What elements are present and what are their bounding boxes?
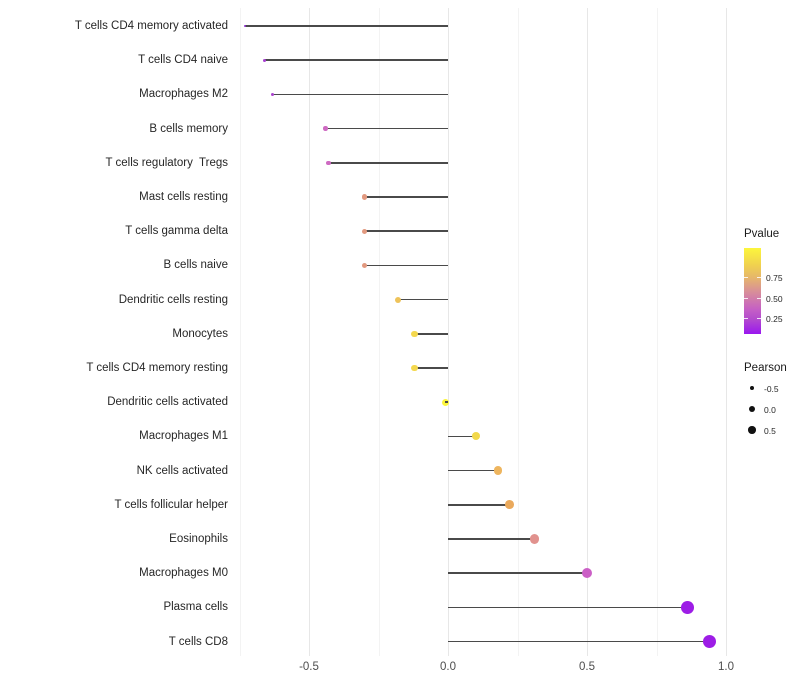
lollipop-stem — [448, 640, 710, 643]
lollipop-dot — [581, 567, 593, 579]
lollipop-dot — [361, 228, 368, 234]
lollipop-stem — [264, 59, 448, 61]
lollipop-dot — [702, 634, 716, 649]
colorbar-tick — [744, 298, 748, 299]
x-axis-tick-label: 1.0 — [718, 661, 734, 673]
lollipop-stem — [364, 230, 448, 232]
pvalue-legend-title: Pvalue — [744, 228, 780, 240]
colorbar-tick-label: 0.25 — [766, 314, 783, 324]
lollipop-dot — [471, 432, 480, 441]
lollipop-dot — [361, 194, 368, 200]
gridline-major — [309, 8, 310, 656]
lollipop-dot — [326, 160, 331, 166]
lollipop-dot — [411, 330, 418, 338]
y-axis-label: T cells follicular helper — [114, 498, 228, 511]
lollipop-dot — [361, 262, 368, 269]
colorbar-tick — [744, 318, 748, 319]
y-axis-label: Macrophages M1 — [139, 430, 228, 443]
lollipop-stem — [448, 469, 499, 472]
lollipop-stem — [272, 93, 448, 96]
x-axis-tick-label: -0.5 — [299, 661, 319, 673]
lollipop-dot — [271, 92, 275, 96]
lollipop-stem — [448, 606, 688, 609]
lollipop-stem — [448, 572, 587, 574]
lollipop-dot — [411, 364, 418, 372]
gridline-minor — [239, 8, 241, 656]
gridline-major — [587, 8, 588, 656]
y-axis-label: NK cells activated — [136, 464, 228, 477]
lollipop-stem — [448, 538, 535, 540]
colorbar-tick-label: 0.50 — [766, 294, 783, 304]
gridline-major — [726, 8, 727, 656]
lollipop-stem — [397, 298, 448, 301]
gridline-minor — [656, 8, 658, 656]
lollipop-dot — [680, 600, 694, 614]
y-axis-label: T cells CD8 — [168, 635, 228, 648]
lollipop-dot — [504, 500, 514, 510]
lollipop-stem — [245, 25, 448, 27]
gridline-minor — [378, 8, 380, 656]
lollipop-stem — [364, 264, 448, 267]
colorbar-tick-label: 0.75 — [766, 273, 783, 283]
size-legend-dot — [748, 426, 756, 434]
y-axis-label: T cells regulatory Tregs — [105, 156, 228, 169]
lollipop-dot — [441, 398, 449, 406]
y-axis-label: B cells memory — [149, 122, 228, 135]
y-axis-label: Monocytes — [172, 327, 228, 340]
lollipop-stem — [414, 367, 448, 369]
lollipop-dot — [493, 466, 503, 475]
gridline-minor — [517, 8, 519, 656]
size-legend-dot — [749, 406, 755, 412]
colorbar-tick — [744, 277, 748, 278]
lollipop-stem — [448, 435, 476, 438]
y-axis-label: T cells gamma delta — [125, 225, 228, 238]
lollipop-stem — [328, 162, 448, 164]
y-axis-label: T cells CD4 naive — [138, 54, 228, 67]
colorbar-tick — [757, 318, 761, 319]
y-axis-label: Plasma cells — [163, 601, 228, 614]
lollipop-stem — [364, 196, 448, 198]
pvalue-colorbar — [744, 248, 761, 334]
y-axis-label: T cells CD4 memory resting — [86, 362, 228, 374]
size-legend-label: 0.0 — [764, 405, 776, 415]
y-axis-label: B cells naive — [163, 259, 228, 272]
lollipop-stem — [445, 401, 448, 403]
size-legend-label: 0.5 — [764, 426, 776, 436]
gridline-major — [448, 8, 449, 656]
y-axis-label: Eosinophils — [169, 533, 228, 545]
lollipop-dot — [394, 296, 402, 303]
pearson-legend-title: Pearson — [744, 362, 787, 374]
lollipop-dot — [323, 126, 328, 131]
lollipop-dot — [262, 58, 267, 62]
lollipop-stem — [325, 127, 448, 130]
size-legend-dot — [749, 385, 755, 391]
lollipop-stem — [448, 504, 510, 506]
lollipop-dot — [529, 534, 539, 544]
y-axis-label: Dendritic cells resting — [118, 293, 228, 306]
size-legend-label: -0.5 — [764, 384, 779, 394]
lollipop-dot — [243, 24, 247, 28]
y-axis-label: T cells CD4 memory activated — [74, 20, 228, 32]
x-axis-tick-label: 0.5 — [579, 661, 595, 673]
y-axis-label: Dendritic cells activated — [107, 396, 228, 409]
x-axis-tick-label: 0.0 — [440, 661, 456, 673]
lollipop-stem — [414, 333, 448, 335]
y-axis-label: Macrophages M0 — [139, 567, 228, 580]
colorbar-tick — [757, 298, 761, 299]
colorbar-tick — [757, 277, 761, 278]
y-axis-label: Mast cells resting — [139, 191, 228, 203]
y-axis-label: Macrophages M2 — [139, 88, 228, 101]
